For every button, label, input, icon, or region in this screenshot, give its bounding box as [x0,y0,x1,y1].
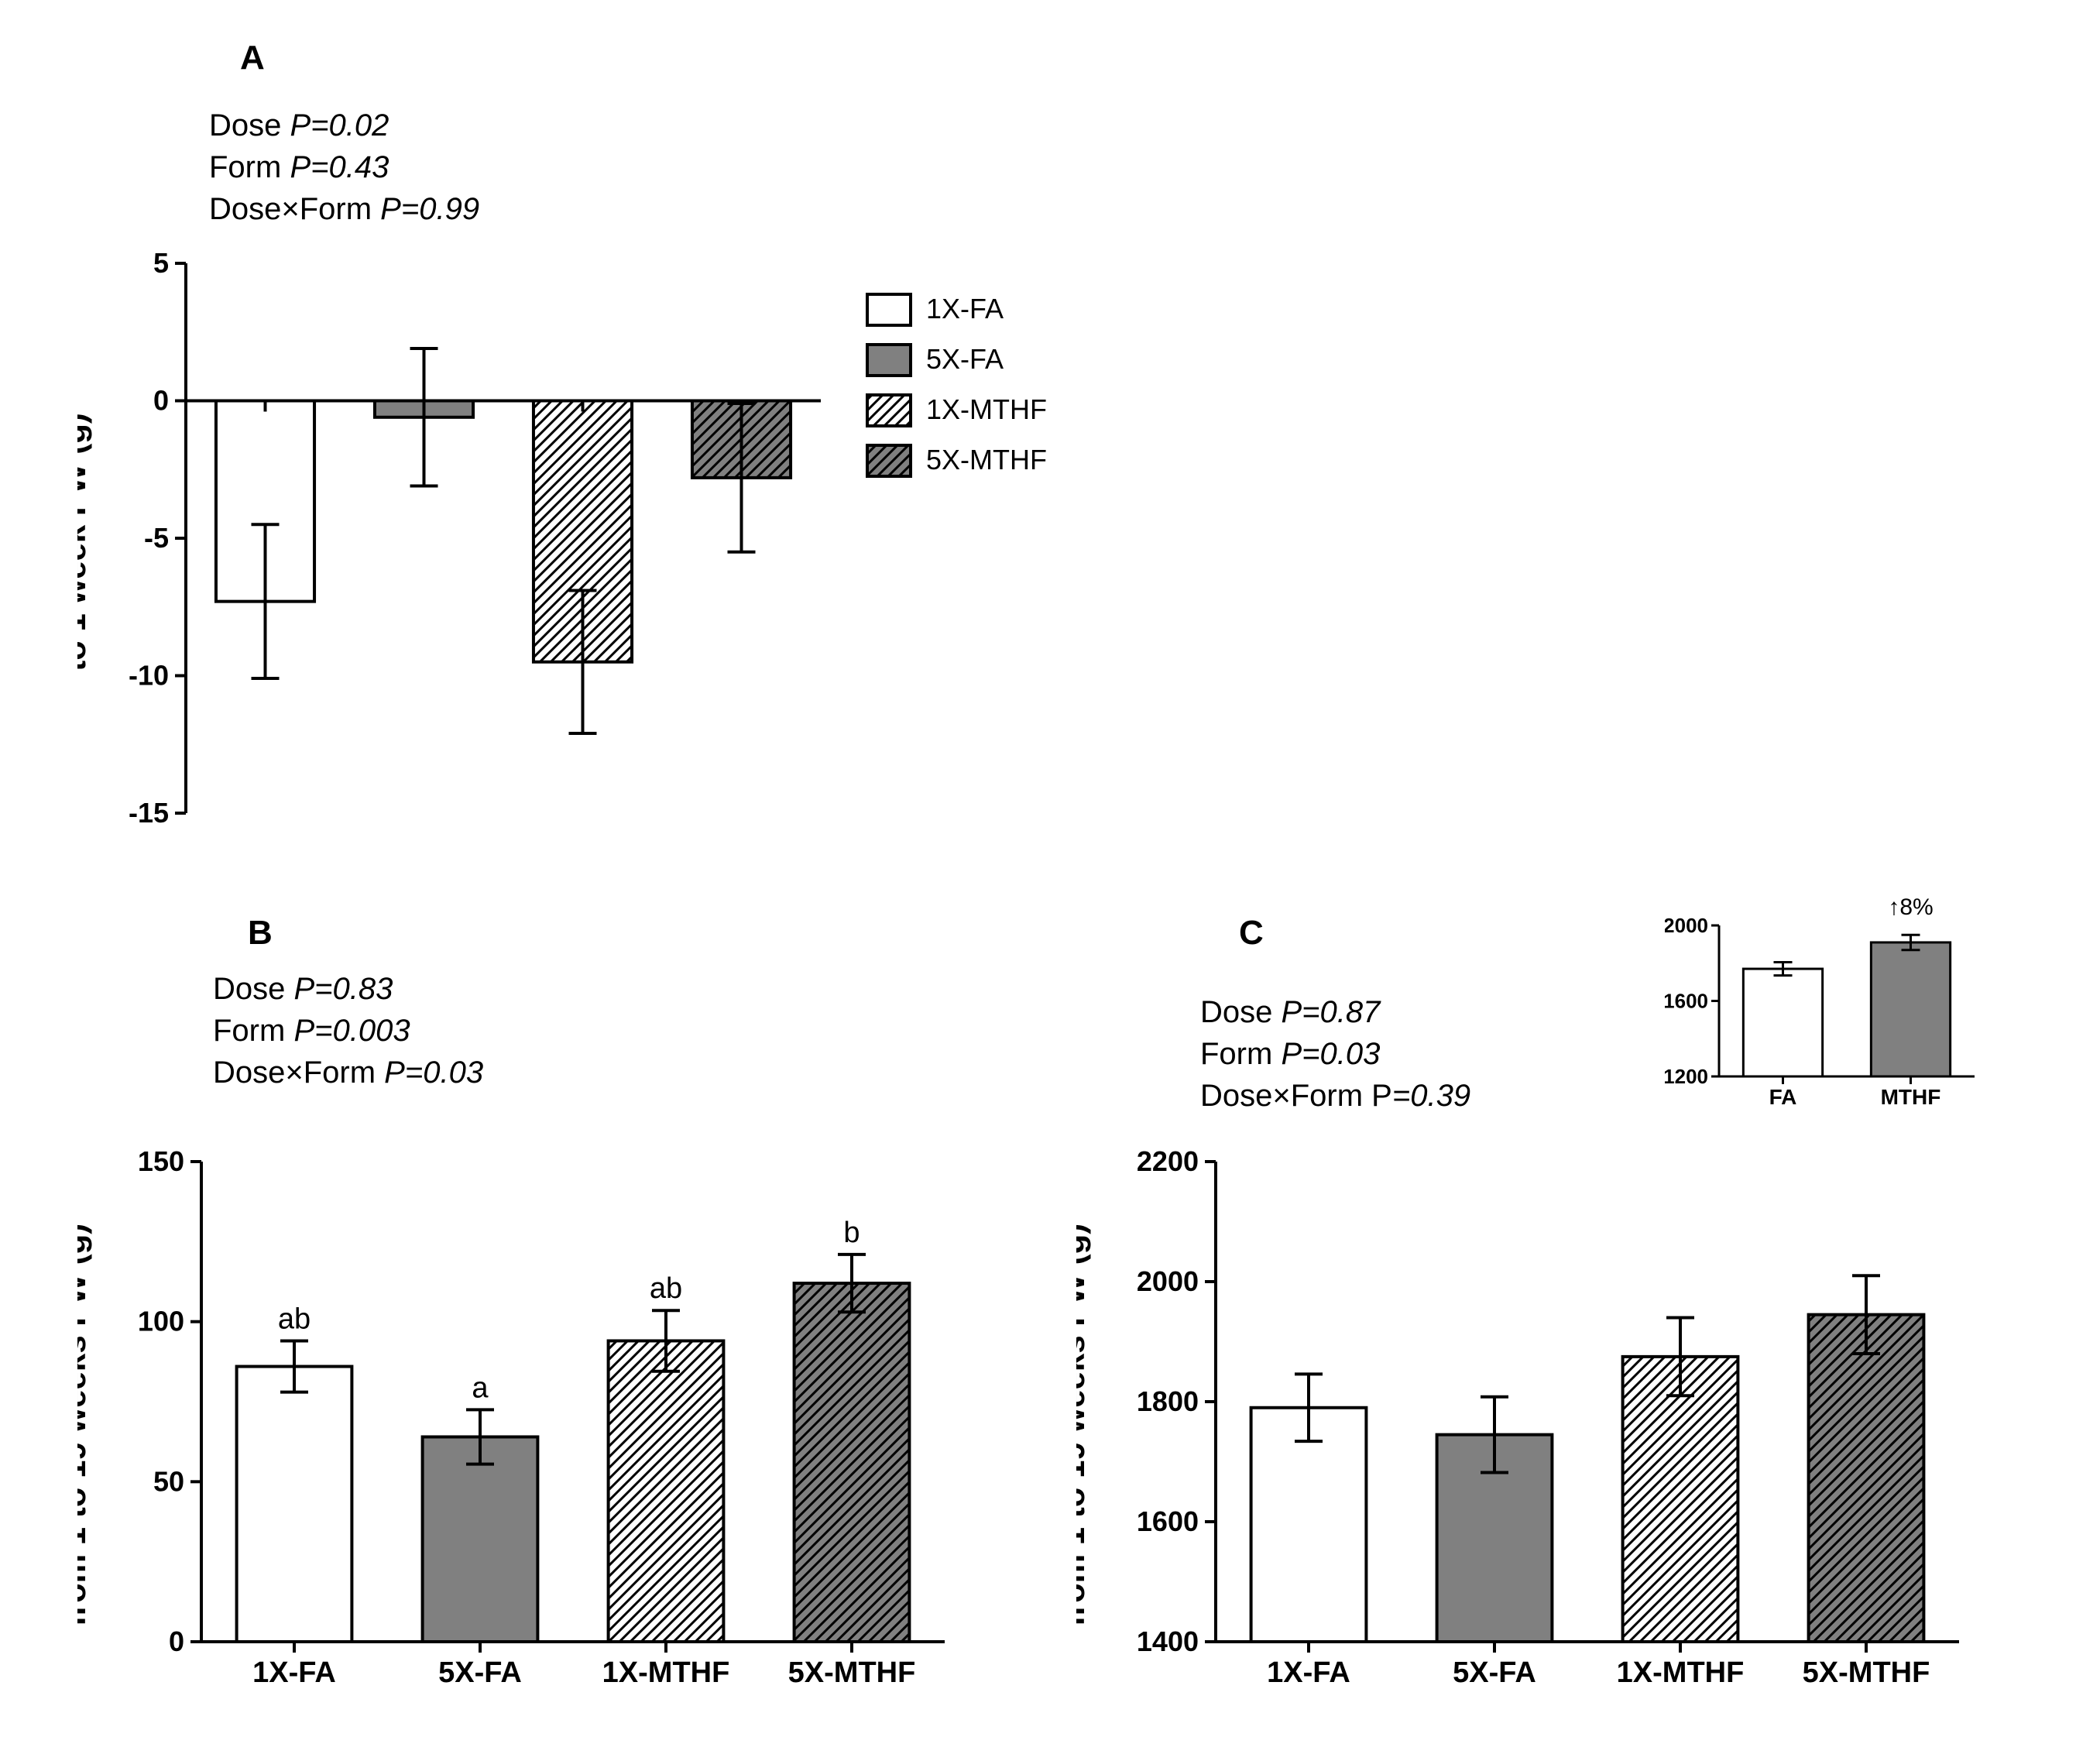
panel-c-inset-xcat: MTHF [1881,1085,1941,1109]
panel-b-bar [794,1283,910,1642]
panel-a-chart: -15-10-5051X-FA5X-FA1X-MTHF5X-MTHF Weigh… [77,225,1316,867]
pval-b-dose: Dose P=0.83 [213,968,483,1010]
pval-b-form-prefix: Form [213,1014,293,1048]
panel-c-bar [1623,1357,1738,1642]
legend-label: 5X-FA [926,343,1004,375]
panel-b-sig-letter: ab [650,1272,682,1305]
panel-b-ylabel-2: from 1 to 19 weeks PW (g) [77,1224,92,1626]
panel-b-ytick: 0 [169,1625,184,1657]
panel-a-ytick: -5 [144,522,169,554]
panel-c-ytick: 1800 [1137,1385,1199,1417]
panel-a-ytick: -15 [129,797,169,829]
pval-c-form-prefix: Form [1200,1037,1281,1071]
panel-c-xcat: 5X-MTHF [1803,1656,1930,1689]
legend-swatch [867,294,911,325]
panel-b-label: B [248,914,273,953]
pval-b-dose-value: P=0.83 [294,972,393,1006]
panel-c-inset-ytick: 2000 [1665,914,1708,937]
panel-b-ytick: 50 [153,1465,184,1497]
pval-b-interaction: Dose×Form P=0.03 [213,1052,483,1093]
panel-a-label: A [240,39,265,77]
pval-c-dose: Dose P=0.87 [1200,991,1470,1033]
panel-a-ylabel-2: to 1 week PW (g) [77,413,92,671]
pval-dose-prefix: Dose [209,108,290,142]
panel-c-ylabel-2: from 1 to 19 weeks PW (g) [1076,1224,1091,1626]
panel-b-chart: 050100150ab1X-FAa5X-FAab1X-MTHFb5X-MTHF … [77,1100,1007,1719]
panel-a-pvalues: Dose P=0.02 Form P=0.43 Dose×Form P=0.99 [209,105,479,230]
pval-int-prefix: Dose×Form [209,192,380,226]
legend-swatch [867,395,911,426]
panel-c-label: C [1239,914,1264,953]
panel-c-pvalues: Dose P=0.87 Form P=0.03 Dose×Form P=0.39 [1200,991,1470,1117]
panel-c-inset-bar [1743,969,1822,1076]
pval-dose: Dose P=0.02 [209,105,479,146]
pval-int-value: P=0.99 [380,192,479,226]
panel-b-xcat: 1X-FA [252,1656,336,1689]
panel-c-chart: 1400 1600 1800 2000 2200 1X-FA 5X-FA 1X-MTHF 5X-… [1076,1100,2067,1719]
pval-c-dose-value: P=0.87 [1282,995,1381,1029]
legend-label: 1X-FA [926,293,1004,324]
panel-b-sig-letter: ab [278,1303,311,1335]
legend-swatch [867,445,911,476]
panel-b-pvalues: Dose P=0.83 Form P=0.003 Dose×Form P=0.0… [213,968,483,1093]
pval-dose-value: P=0.02 [290,108,389,142]
legend-label: 1X-MTHF [926,393,1047,425]
figure-container: A Dose P=0.02 Form P=0.43 Dose×Form P=0.… [31,31,2069,1730]
panel-c-xcat: 1X-MTHF [1617,1656,1745,1689]
pval-interaction: Dose×Form P=0.99 [209,188,479,230]
panel-b-bar [609,1340,724,1642]
legend-label: 5X-MTHF [926,444,1047,475]
panel-a-ytick: -10 [129,660,169,692]
panel-b-xcat: 5X-FA [438,1656,522,1689]
panel-b-bar [237,1367,352,1642]
panel-c-ytick: 1600 [1137,1505,1199,1537]
panel-c-inset-bar [1871,942,1950,1076]
panel-a-ytick: 5 [153,247,169,279]
panel-c-inset-ytick: 1200 [1665,1065,1708,1088]
pval-c-form-value: P=0.03 [1281,1037,1380,1071]
pval-form: Form P=0.43 [209,146,479,188]
panel-a-ytick: 0 [153,385,169,417]
panel-b-sig-letter: b [843,1217,860,1249]
pval-b-form: Form P=0.003 [213,1010,483,1052]
pval-b-int-prefix: Dose×Form [213,1056,384,1090]
pval-b-dose-prefix: Dose [213,972,294,1006]
pval-c-dose-prefix: Dose [1200,995,1282,1029]
panel-c-inset-annotation: ↑8% [1888,894,1933,920]
pval-c-form: Form P=0.03 [1200,1033,1470,1075]
panel-c-bar [1809,1315,1924,1642]
panel-b-xcat: 1X-MTHF [602,1656,730,1689]
pval-form-prefix: Form [209,150,290,184]
panel-c-inset-xcat: FA [1769,1085,1797,1109]
panel-b-xcat: 5X-MTHF [788,1656,916,1689]
legend-swatch [867,345,911,376]
panel-c-inset: 1200 1600 2000 FA MTHF ↑8% [1665,883,1990,1115]
pval-form-value: P=0.43 [290,150,389,184]
panel-c-inset-ytick: 1600 [1665,990,1708,1013]
panel-b-ytick: 150 [138,1145,184,1177]
panel-b-sig-letter: a [472,1371,489,1404]
panel-b-ytick: 100 [138,1306,184,1337]
panel-c-xcat: 5X-FA [1453,1656,1536,1689]
pval-b-int-value: P=0.03 [384,1056,483,1090]
panel-c-ytick: 1400 [1137,1625,1199,1657]
panel-c-ytick: 2200 [1137,1145,1199,1177]
pval-b-form-value: P=0.003 [293,1014,410,1048]
panel-c-xcat: 1X-FA [1267,1656,1350,1689]
panel-c-ytick: 2000 [1137,1265,1199,1297]
panel-b-bar [423,1437,538,1642]
